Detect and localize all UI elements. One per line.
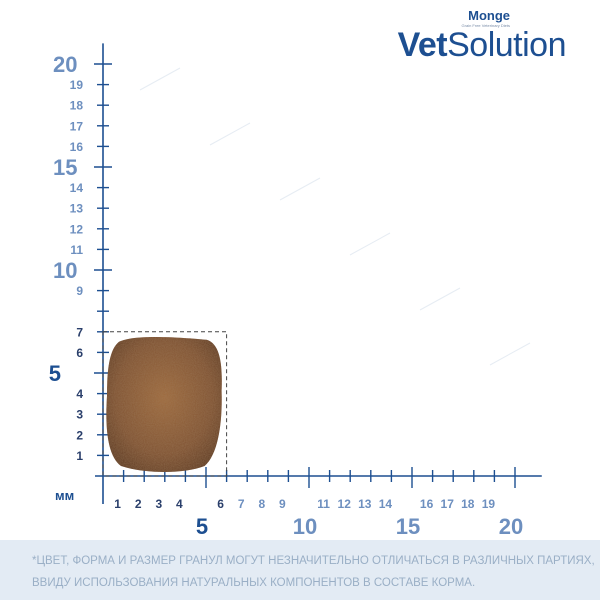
x-minor-label-19: 19 xyxy=(482,497,496,511)
disclaimer-banner: *ЦВЕТ, ФОРМА И РАЗМЕР ГРАНУЛ МОГУТ НЕЗНА… xyxy=(0,540,600,600)
y-minor-label-6: 6 xyxy=(76,346,83,360)
watermark-mark xyxy=(349,232,391,256)
y-minor-label-4: 4 xyxy=(76,387,83,401)
y-major-label-5: 5 xyxy=(49,361,61,386)
x-minor-label-3: 3 xyxy=(155,497,162,511)
y-minor-label-13: 13 xyxy=(70,202,84,216)
y-minor-label-17: 17 xyxy=(70,119,84,133)
x-major-label-20: 20 xyxy=(499,514,523,539)
x-minor-label-16: 16 xyxy=(420,497,434,511)
y-minor-label-19: 19 xyxy=(70,78,84,92)
x-major-label-5: 5 xyxy=(196,514,208,539)
disclaimer-line-2: ВВИДУ ИСПОЛЬЗОВАНИЯ НАТУРАЛЬНЫХ КОМПОНЕН… xyxy=(32,577,476,589)
x-minor-label-9: 9 xyxy=(279,497,286,511)
x-minor-label-18: 18 xyxy=(461,497,475,511)
y-minor-label-2: 2 xyxy=(76,428,83,442)
x-minor-label-17: 17 xyxy=(441,497,455,511)
watermark-mark xyxy=(419,287,461,311)
x-minor-label-4: 4 xyxy=(176,497,183,511)
x-minor-label-7: 7 xyxy=(238,497,245,511)
kibble-dashed-outline xyxy=(102,331,228,477)
watermark-mark xyxy=(279,177,321,201)
watermark-mark xyxy=(209,122,251,146)
product-name-strong: Vet xyxy=(397,26,448,64)
y-major-label-20: 20 xyxy=(53,52,77,77)
x-minor-label-13: 13 xyxy=(358,497,372,511)
x-minor-label-12: 12 xyxy=(338,497,352,511)
kibble-texture xyxy=(106,337,222,472)
watermark-mark xyxy=(489,342,531,366)
y-major-label-15: 15 xyxy=(53,155,77,180)
maker-logo: Monge xyxy=(468,8,510,23)
watermark-mark xyxy=(139,67,181,91)
y-minor-label-1: 1 xyxy=(76,449,83,463)
x-minor-label-8: 8 xyxy=(258,497,265,511)
y-minor-label-11: 11 xyxy=(70,243,83,257)
product-name-light: Solution xyxy=(447,26,566,64)
x-minor-label-14: 14 xyxy=(379,497,393,511)
maker-tagline: Grain Free Veterinary Diets xyxy=(461,23,510,28)
unit-label: мм xyxy=(55,488,74,503)
y-minor-label-14: 14 xyxy=(70,181,84,195)
kibble-granule xyxy=(106,337,222,472)
y-minor-label-18: 18 xyxy=(70,99,84,113)
x-minor-label-11: 11 xyxy=(317,497,330,511)
y-minor-label-3: 3 xyxy=(76,408,83,422)
y-minor-label-16: 16 xyxy=(70,140,84,154)
product-logo: VetSolution xyxy=(397,26,567,65)
x-major-label-15: 15 xyxy=(396,514,420,539)
disclaimer-line-1: *ЦВЕТ, ФОРМА И РАЗМЕР ГРАНУЛ МОГУТ НЕЗНА… xyxy=(32,555,595,567)
y-minor-label-7: 7 xyxy=(76,325,83,339)
x-minor-label-2: 2 xyxy=(135,497,142,511)
x-minor-label-1: 1 xyxy=(114,497,121,511)
y-minor-label-9: 9 xyxy=(76,284,83,298)
x-major-label-10: 10 xyxy=(293,514,317,539)
x-minor-label-6: 6 xyxy=(217,497,224,511)
y-minor-label-12: 12 xyxy=(70,222,84,236)
y-major-label-10: 10 xyxy=(53,258,77,283)
